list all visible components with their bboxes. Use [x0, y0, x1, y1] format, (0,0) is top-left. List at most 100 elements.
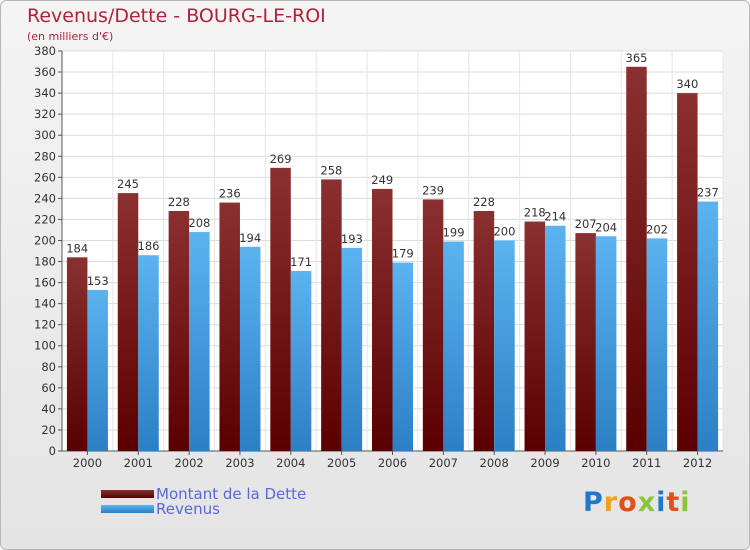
y-tick-label: 0: [49, 444, 56, 458]
bar-debt-2005: [321, 179, 342, 451]
bar-revenue-2010: [595, 236, 617, 451]
logo-letter: t: [666, 487, 681, 518]
data-label-revenue-2004: 171: [290, 255, 312, 269]
x-tick-label-2008: 2008: [480, 456, 509, 470]
chart-subtitle: (en milliers d'€): [27, 30, 114, 43]
logo-letter: r: [603, 487, 619, 518]
bars: [66, 66, 719, 452]
bar-debt-2010: [575, 233, 596, 451]
data-label-revenue-2007: 199: [443, 226, 465, 240]
x-tick-label-2007: 2007: [429, 456, 458, 470]
bar-revenue-2003: [239, 246, 261, 451]
y-tick-label: 140: [34, 297, 56, 311]
bar-revenue-2009: [545, 225, 566, 451]
y-tick-label: 200: [34, 233, 56, 247]
y-tick-label: 80: [41, 360, 56, 374]
y-tick-label: 160: [34, 276, 56, 290]
bar-revenue-2011: [646, 238, 668, 451]
data-label-revenue-2000: 153: [87, 274, 109, 288]
data-label-revenue-2003: 194: [239, 231, 261, 245]
y-tick-label: 380: [34, 44, 56, 58]
y-tick-label: 240: [34, 191, 56, 205]
bar-debt-2003: [219, 202, 240, 451]
x-tick-label-2005: 2005: [327, 456, 356, 470]
data-label-revenue-2005: 193: [341, 232, 363, 246]
data-label-debt-2009: 218: [524, 206, 546, 220]
data-label-revenue-2012: 237: [697, 186, 719, 200]
bar-revenue-2008: [494, 240, 515, 451]
data-label-debt-2006: 249: [371, 173, 393, 187]
labels: 0 20 40 60 80 100 120 140 160 180 200 220 240 260 280 3…: [34, 44, 719, 470]
bar-revenue-2004: [290, 271, 312, 451]
data-label-debt-2012: 340: [676, 77, 698, 91]
data-label-revenue-2009: 214: [544, 210, 566, 224]
data-label-debt-2007: 239: [422, 183, 444, 197]
bar-debt-2011: [626, 66, 647, 451]
y-tick-label: 360: [34, 65, 56, 79]
data-label-revenue-2002: 208: [188, 216, 210, 230]
bar-debt-2009: [524, 221, 546, 451]
data-label-debt-2000: 184: [66, 241, 88, 255]
y-tick-label: 60: [41, 381, 56, 395]
bar-revenue-2001: [138, 255, 159, 451]
legend-swatch-debt: [101, 490, 154, 498]
legend-label-debt: Montant de la Dette: [156, 485, 307, 503]
data-label-debt-2005: 258: [320, 163, 342, 177]
logo-letter: x: [637, 487, 657, 518]
bar-revenue-2000: [87, 289, 108, 451]
y-tick-label: 180: [34, 255, 56, 269]
x-tick-label-2010: 2010: [581, 456, 610, 470]
bar-debt-2002: [168, 211, 190, 451]
x-tick-label-2006: 2006: [378, 456, 407, 470]
x-tick-label-2002: 2002: [174, 456, 203, 470]
bar-revenue-2007: [443, 241, 464, 451]
bar-revenue-2012: [697, 201, 719, 451]
data-label-debt-2004: 269: [270, 152, 292, 166]
bar-debt-2007: [422, 199, 444, 451]
y-tick-label: 220: [34, 212, 56, 226]
legend-label-revenue: Revenus: [156, 500, 220, 518]
y-tick-label: 280: [34, 149, 56, 163]
bar-revenue-2002: [189, 232, 210, 451]
bar-debt-2012: [677, 93, 698, 452]
data-label-revenue-2006: 179: [392, 247, 414, 261]
proxiti-logo: Proxiti: [583, 487, 691, 518]
data-label-debt-2008: 228: [473, 195, 495, 209]
bar-revenue-2006: [392, 262, 413, 451]
y-tick-label: 320: [34, 107, 56, 121]
logo-letter: i: [656, 487, 667, 518]
data-label-debt-2010: 207: [575, 217, 597, 231]
x-tick-label-2004: 2004: [276, 456, 305, 470]
logo-letter: P: [583, 487, 604, 518]
data-label-debt-2003: 236: [219, 187, 241, 201]
x-tick-label-2001: 2001: [124, 456, 153, 470]
bar-revenue-2005: [341, 247, 363, 451]
data-label-debt-2001: 245: [117, 177, 139, 191]
bar-debt-2008: [473, 211, 495, 451]
y-tick-label: 120: [34, 318, 56, 332]
bar-debt-2004: [270, 167, 291, 451]
x-tick-label-2011: 2011: [632, 456, 661, 470]
data-label-debt-2002: 228: [168, 195, 190, 209]
data-label-debt-2011: 365: [626, 51, 648, 65]
data-label-revenue-2001: 186: [138, 239, 160, 253]
y-tick-label: 20: [41, 423, 56, 437]
bar-debt-2006: [372, 188, 393, 452]
legend-swatch-revenue: [101, 505, 154, 513]
data-label-revenue-2011: 202: [646, 222, 668, 236]
data-label-revenue-2008: 200: [493, 224, 515, 238]
y-tick-label: 40: [41, 402, 56, 416]
logo-letter: o: [618, 487, 638, 518]
data-label-revenue-2010: 204: [595, 220, 617, 234]
y-tick-label: 100: [34, 339, 56, 353]
logo-letter: i: [680, 487, 691, 518]
x-tick-label-2003: 2003: [225, 456, 254, 470]
y-tick-label: 300: [34, 128, 56, 142]
chart-title: Revenus/Dette - BOURG-LE-ROI: [27, 5, 326, 27]
x-tick-label-2000: 2000: [73, 456, 102, 470]
y-tick-label: 340: [34, 86, 56, 100]
bar-debt-2001: [117, 193, 139, 451]
x-tick-label-2009: 2009: [530, 456, 559, 470]
